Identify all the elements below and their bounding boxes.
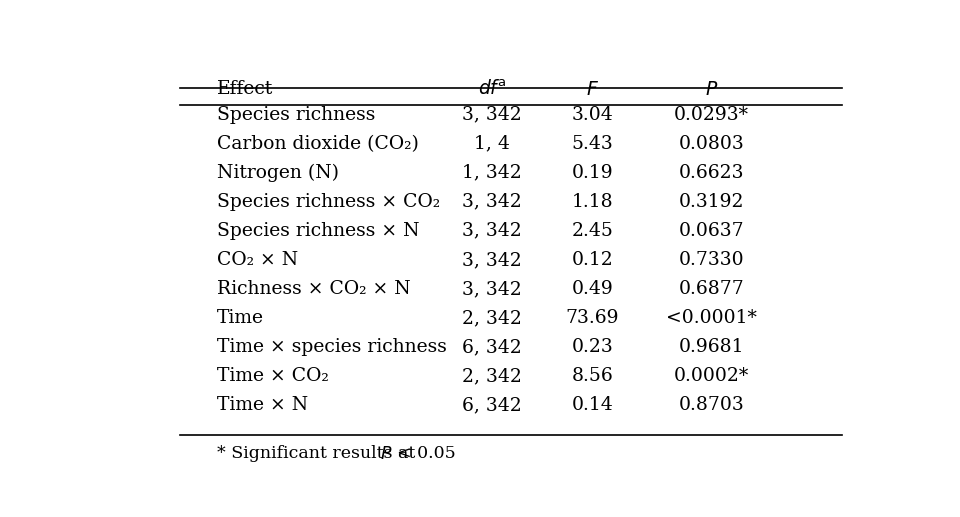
Text: 8.56: 8.56 <box>571 367 613 385</box>
Text: <0.0001*: <0.0001* <box>666 309 756 327</box>
Text: Species richness × N: Species richness × N <box>217 222 420 240</box>
Text: $\mathit{df}^{\mathrm{a}}$: $\mathit{df}^{\mathrm{a}}$ <box>477 80 507 99</box>
Text: Effect: Effect <box>217 80 273 98</box>
Text: * Significant results at: * Significant results at <box>217 446 420 462</box>
Text: 2, 342: 2, 342 <box>462 309 522 327</box>
Text: 6, 342: 6, 342 <box>462 338 522 356</box>
Text: 0.0293*: 0.0293* <box>674 105 749 124</box>
Text: 3.04: 3.04 <box>571 105 613 124</box>
Text: $\mathit{P}$: $\mathit{P}$ <box>705 80 718 99</box>
Text: 0.0002*: 0.0002* <box>674 367 749 385</box>
Text: 0.23: 0.23 <box>571 338 613 356</box>
Text: CO₂ × N: CO₂ × N <box>217 251 298 269</box>
Text: 3, 342: 3, 342 <box>462 222 522 240</box>
Text: 0.3192: 0.3192 <box>679 193 744 211</box>
Text: Carbon dioxide (CO₂): Carbon dioxide (CO₂) <box>217 134 419 153</box>
Text: 0.7330: 0.7330 <box>679 251 744 269</box>
Text: Species richness × CO₂: Species richness × CO₂ <box>217 193 440 211</box>
Text: 0.49: 0.49 <box>571 280 613 298</box>
Text: 0.12: 0.12 <box>571 251 613 269</box>
Text: 0.0803: 0.0803 <box>679 134 744 153</box>
Text: < 0.05: < 0.05 <box>396 446 455 462</box>
Text: $\mathit{P}$: $\mathit{P}$ <box>380 446 393 463</box>
Text: Species richness: Species richness <box>217 105 375 124</box>
Text: $\mathit{F}$: $\mathit{F}$ <box>586 80 599 99</box>
Text: 3, 342: 3, 342 <box>462 280 522 298</box>
Text: 0.6623: 0.6623 <box>679 164 744 181</box>
Text: 3, 342: 3, 342 <box>462 251 522 269</box>
Text: 0.8703: 0.8703 <box>679 396 744 414</box>
Text: Time × N: Time × N <box>217 396 308 414</box>
Text: 0.0637: 0.0637 <box>679 222 744 240</box>
Text: 3, 342: 3, 342 <box>462 193 522 211</box>
Text: 2, 342: 2, 342 <box>462 367 522 385</box>
Text: Time × CO₂: Time × CO₂ <box>217 367 328 385</box>
Text: 5.43: 5.43 <box>571 134 613 153</box>
Text: Richness × CO₂ × N: Richness × CO₂ × N <box>217 280 410 298</box>
Text: Time: Time <box>217 309 264 327</box>
Text: 0.9681: 0.9681 <box>679 338 744 356</box>
Text: 1, 4: 1, 4 <box>474 134 510 153</box>
Text: 1, 342: 1, 342 <box>462 164 522 181</box>
Text: Nitrogen (N): Nitrogen (N) <box>217 163 339 182</box>
Text: 6, 342: 6, 342 <box>462 396 522 414</box>
Text: 2.45: 2.45 <box>571 222 613 240</box>
Text: 73.69: 73.69 <box>565 309 619 327</box>
Text: 0.6877: 0.6877 <box>679 280 744 298</box>
Text: 3, 342: 3, 342 <box>462 105 522 124</box>
Text: Time × species richness: Time × species richness <box>217 338 446 356</box>
Text: 0.19: 0.19 <box>571 164 613 181</box>
Text: 1.18: 1.18 <box>571 193 613 211</box>
Text: 0.14: 0.14 <box>571 396 613 414</box>
